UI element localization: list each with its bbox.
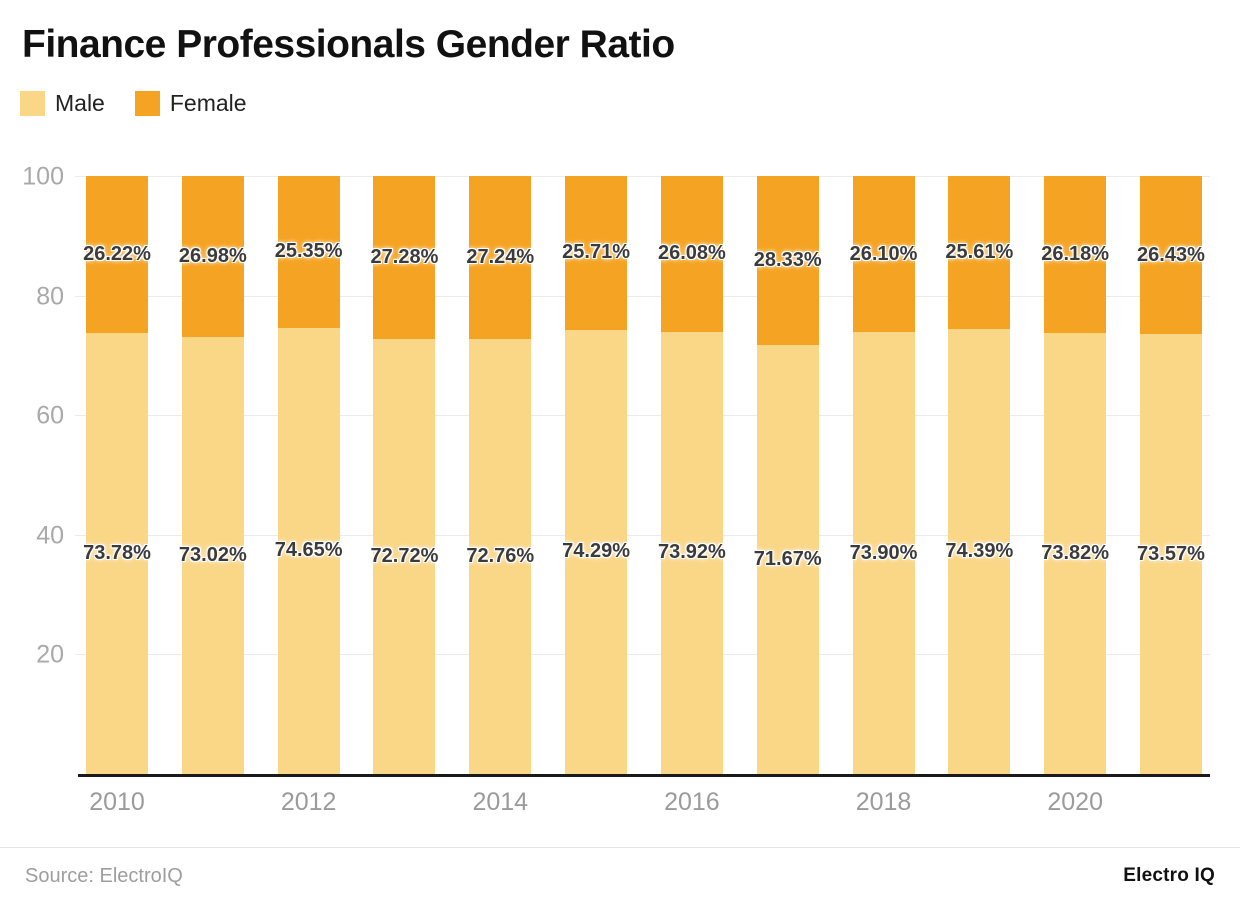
female-segment-2012[interactable]: 25.35%	[274, 176, 343, 328]
legend: Male Female	[20, 90, 247, 117]
male-value-label-2020: 73.82%	[1041, 541, 1110, 564]
chart-title: Finance Professionals Gender Ratio	[22, 23, 675, 66]
female-segment-2016[interactable]: 26.08%	[657, 176, 726, 332]
male-segment-2019[interactable]: 74.39%	[945, 329, 1014, 774]
gridline-40	[75, 534, 1210, 536]
y-axis-label-60: 60	[36, 401, 64, 430]
x-axis-label-2018: 2018	[855, 788, 912, 816]
female-segment-2013[interactable]: 27.28%	[371, 176, 438, 340]
female-value-label-2010: 26.22%	[83, 242, 151, 265]
female-segment-2019[interactable]: 25.61%	[945, 176, 1014, 330]
female-value-label-2014: 27.24%	[466, 245, 535, 268]
x-axis-label-2012: 2012	[280, 788, 337, 816]
bar-2019: 25.61% 74.39%	[945, 176, 1014, 774]
female-segment-2021[interactable]: 26.43%	[1137, 176, 1205, 335]
bar-2010: 26.22% 73.78%	[83, 176, 151, 774]
y-axis-label-40: 40	[36, 521, 64, 550]
bar-2016: 26.08% 73.92%	[657, 176, 726, 774]
female-segment-2014[interactable]: 27.24%	[466, 176, 535, 339]
y-axis-label-100: 100	[22, 162, 64, 191]
female-value-label-2016: 26.08%	[657, 242, 726, 265]
male-value-label-2018: 73.90%	[849, 541, 918, 564]
female-value-label-2018: 26.10%	[849, 242, 918, 265]
male-value-label-2013: 72.72%	[370, 545, 439, 568]
x-axis-label-2020: 2020	[1047, 788, 1103, 816]
female-segment-2011[interactable]: 26.98%	[178, 176, 247, 338]
bar-2020: 26.18% 73.82%	[1041, 176, 1110, 774]
x-axis-label-2016: 2016	[664, 788, 720, 816]
bar-2012: 25.35% 74.65%	[274, 176, 343, 774]
male-value-label-2015: 74.29%	[562, 540, 630, 563]
female-swatch-icon	[134, 91, 160, 116]
female-value-label-2015: 25.71%	[562, 241, 630, 264]
female-value-label-2011: 26.98%	[178, 245, 247, 268]
legend-item-female[interactable]: Female	[134, 90, 247, 117]
legend-label-female: Female	[169, 90, 247, 116]
male-segment-2018[interactable]: 73.90%	[849, 332, 918, 774]
female-segment-2017[interactable]: 28.33%	[753, 176, 822, 346]
legend-label-male: Male	[55, 90, 105, 116]
male-value-label-2010: 73.78%	[83, 541, 151, 564]
male-value-label-2021: 73.57%	[1137, 542, 1205, 565]
male-segment-2015[interactable]: 74.29%	[562, 329, 630, 774]
gridline-60	[75, 415, 1210, 417]
x-axis-label-2014: 2014	[472, 788, 529, 816]
male-swatch-icon	[20, 91, 45, 116]
female-value-label-2013: 27.28%	[370, 246, 439, 269]
male-segment-2013[interactable]: 72.72%	[371, 339, 438, 774]
male-value-label-2012: 74.65%	[274, 539, 343, 562]
male-segment-2012[interactable]: 74.65%	[274, 327, 343, 774]
bar-2015: 25.71% 74.29%	[562, 176, 630, 774]
female-value-label-2020: 26.18%	[1041, 242, 1110, 265]
y-axis-label-20: 20	[36, 640, 64, 669]
male-value-label-2019: 74.39%	[945, 540, 1014, 563]
male-value-label-2017: 71.67%	[753, 548, 822, 571]
male-segment-2016[interactable]: 73.92%	[657, 331, 726, 774]
bar-2014: 27.24% 72.76%	[466, 176, 535, 774]
male-value-label-2014: 72.76%	[466, 544, 535, 567]
male-value-label-2016: 73.92%	[657, 541, 726, 564]
bar-2011: 26.98% 73.02%	[178, 176, 247, 774]
y-axis-label-80: 80	[36, 282, 64, 311]
male-segment-2020[interactable]: 73.82%	[1041, 332, 1110, 774]
footer: Source: ElectroIQ Electro IQ	[25, 860, 1215, 892]
female-segment-2015[interactable]: 25.71%	[562, 176, 630, 330]
female-segment-2020[interactable]: 26.18%	[1041, 176, 1110, 333]
male-segment-2010[interactable]: 73.78%	[83, 332, 151, 774]
gridline-20	[75, 654, 1210, 656]
footer-divider	[0, 847, 1240, 848]
bar-2013: 27.28% 72.72%	[371, 176, 438, 774]
bar-2017: 28.33% 71.67%	[753, 176, 822, 774]
male-segment-2021[interactable]: 73.57%	[1137, 334, 1205, 774]
female-value-label-2019: 25.61%	[945, 241, 1014, 264]
male-segment-2014[interactable]: 72.76%	[466, 338, 535, 774]
bar-2021: 26.43% 73.57%	[1137, 176, 1205, 774]
x-axis-labels: 2010 2012 2014 2016 2018 2020	[78, 788, 1210, 820]
legend-item-male[interactable]: Male	[20, 90, 105, 117]
x-axis-label-2010: 2010	[89, 788, 145, 816]
source-text: Source: ElectroIQ	[25, 864, 183, 887]
female-value-label-2021: 26.43%	[1137, 243, 1205, 266]
bars: 26.22% 73.78% 26.98% 73.02% 25.35% 74.65% 27.2…	[78, 176, 1210, 774]
female-segment-2010[interactable]: 26.22%	[83, 176, 151, 333]
bar-2018: 26.10% 73.90%	[849, 176, 918, 774]
brand-logo: Electro IQ	[1123, 865, 1215, 886]
plot-area: 20 40 60 80 100 26.22% 73.78% 26.98% 73.02% 25.3…	[22, 163, 1210, 777]
male-value-label-2011: 73.02%	[178, 544, 247, 567]
female-value-label-2012: 25.35%	[274, 240, 343, 263]
male-segment-2011[interactable]: 73.02%	[178, 337, 247, 774]
female-value-label-2017: 28.33%	[753, 249, 822, 272]
gridline-100	[75, 176, 1210, 177]
female-segment-2018[interactable]: 26.10%	[849, 176, 918, 333]
male-segment-2017[interactable]: 71.67%	[753, 345, 822, 774]
gridline-80	[75, 295, 1210, 297]
